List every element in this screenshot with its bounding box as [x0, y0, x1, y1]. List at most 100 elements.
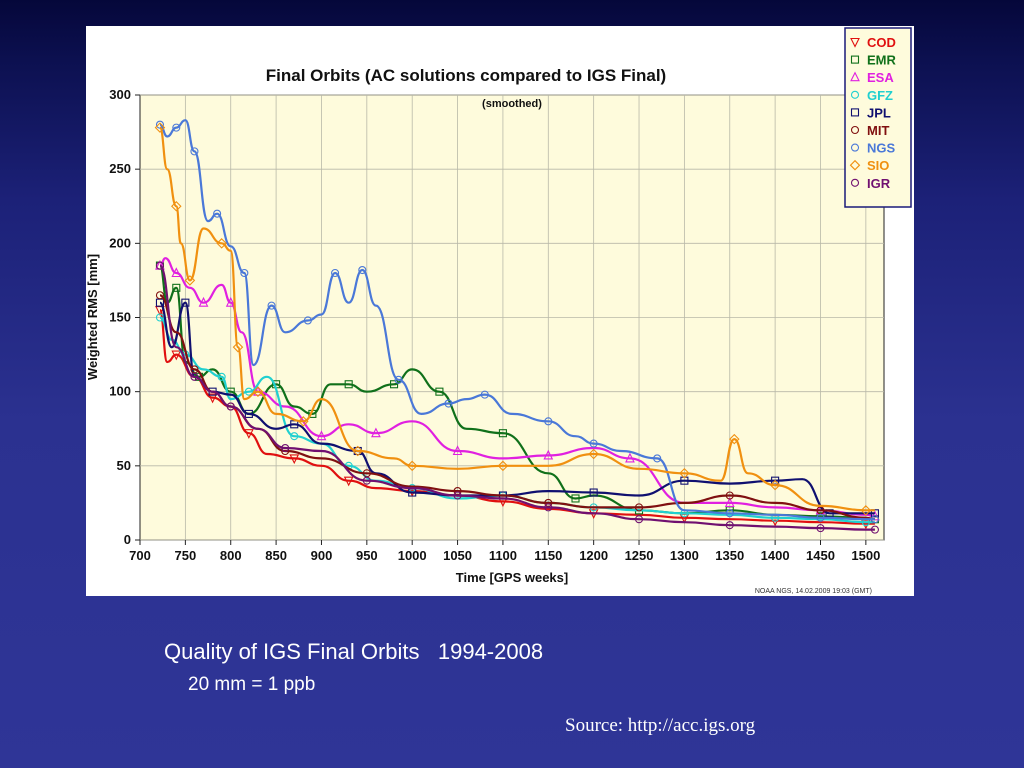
legend-marker-mit: [850, 125, 860, 135]
data-point-jpl: [244, 409, 253, 418]
legend-box: [844, 27, 912, 208]
data-point-esa: [171, 267, 182, 278]
x-tick-label: 1300: [670, 548, 699, 563]
series-ngs: [155, 119, 879, 524]
legend-label-esa: ESA: [867, 70, 894, 85]
data-point-ngs: [172, 123, 181, 132]
y-tick-label: 0: [124, 532, 131, 547]
data-point-igr: [725, 521, 734, 530]
legend-item-cod: COD: [850, 35, 896, 50]
data-point-sio: [588, 448, 599, 460]
data-point-ngs: [358, 265, 367, 275]
y-tick-label: 100: [109, 384, 131, 399]
data-point-sio: [406, 460, 418, 472]
legend-marker-igr: [850, 178, 860, 187]
legend-label-ngs: NGS: [867, 141, 896, 156]
x-tick-label: 800: [220, 548, 242, 563]
data-point-jpl: [870, 509, 879, 518]
data-point-jpl: [181, 298, 190, 307]
data-point-esa: [625, 452, 635, 463]
legend-item-gfz: GFZ: [850, 88, 893, 103]
data-point-emr: [571, 494, 580, 503]
data-point-sio: [729, 433, 740, 445]
legend-label-jpl: JPL: [867, 105, 891, 120]
data-point-ngs: [240, 268, 249, 278]
x-tick-label: 900: [311, 548, 333, 563]
legend-label-mit: MIT: [867, 123, 889, 138]
data-point-sio: [232, 341, 244, 353]
data-point-gfz: [290, 432, 299, 441]
series-layer: [154, 119, 880, 534]
data-point-ngs: [589, 439, 598, 448]
legend-label-sio: SIO: [867, 158, 889, 173]
data-point-sio: [154, 122, 166, 133]
data-point-ngs: [213, 209, 222, 218]
series-line-ngs: [159, 119, 875, 521]
data-point-ngs: [394, 375, 403, 384]
y-tick-label: 50: [117, 458, 131, 473]
series-line-gfz: [159, 316, 875, 524]
series-sio: [154, 122, 875, 516]
series-igr: [155, 261, 879, 534]
data-point-cod: [289, 454, 300, 465]
data-point-jpl: [589, 488, 598, 497]
legend-item-jpl: JPL: [850, 105, 891, 120]
data-point-esa: [316, 430, 327, 441]
data-point-mit: [725, 491, 734, 500]
legend-label-emr: EMR: [867, 53, 897, 68]
legend-item-emr: EMR: [850, 53, 897, 68]
data-point-igr: [634, 515, 644, 524]
chart-title: Final Orbits (AC solutions compared to I…: [266, 66, 666, 85]
data-point-igr: [816, 524, 825, 533]
chart-figure: 700 750 800 850 900 950 1000 1050 1100 1150 1200 12…: [86, 26, 914, 596]
legend-label-cod: COD: [867, 35, 896, 50]
data-point-sio: [298, 416, 309, 427]
legend-label-gfz: GFZ: [867, 88, 893, 103]
x-tick-label: 1200: [579, 548, 608, 563]
data-point-ngs: [444, 399, 453, 408]
data-point-cod: [207, 393, 218, 404]
data-point-emr: [389, 380, 399, 389]
x-tick-label: 700: [129, 548, 151, 563]
data-point-ngs: [190, 147, 199, 156]
data-point-gfz: [217, 372, 226, 381]
data-point-esa: [543, 449, 554, 460]
data-point-ngs: [544, 417, 553, 426]
data-point-igr: [190, 372, 199, 381]
series-line-sio: [158, 126, 875, 512]
y-tick-label: 250: [109, 161, 131, 176]
legend-item-igr: IGR: [850, 176, 891, 191]
data-point-igr: [226, 402, 235, 411]
x-tick-label: 1250: [625, 548, 654, 563]
data-point-ngs: [155, 120, 165, 129]
legend-marker-emr: [850, 55, 860, 64]
legend-item-esa: ESA: [850, 70, 894, 85]
data-point-emr: [344, 380, 353, 389]
data-point-igr: [544, 503, 553, 512]
legend-items: COD EMR ESA GFZ JPL MIT NGS SIO IGR: [849, 35, 897, 191]
line-chart: 700 750 800 850 900 950 1000 1050 1100 1150 1200 12…: [86, 27, 912, 595]
legend-marker-ngs: [850, 143, 860, 152]
data-point-cod: [171, 350, 182, 361]
data-point-ngs: [267, 301, 276, 310]
data-point-ngs: [331, 268, 340, 278]
data-point-esa: [371, 427, 381, 438]
y-tick-label: 200: [109, 235, 131, 250]
legend-item-mit: MIT: [850, 123, 889, 138]
x-axis-label: Time [GPS weeks]: [456, 570, 568, 585]
x-tick-label: 1100: [489, 548, 517, 563]
y-tick-label: 300: [109, 87, 131, 102]
data-point-sio: [216, 238, 227, 249]
data-point-igr: [362, 476, 371, 485]
data-point-igr: [870, 525, 879, 534]
data-point-sio: [769, 479, 781, 491]
data-point-sio: [171, 200, 182, 212]
data-point-ngs: [816, 513, 825, 522]
data-point-cod: [243, 429, 254, 439]
x-tick-label: 950: [356, 548, 378, 563]
data-point-ngs: [653, 454, 662, 463]
data-point-ngs: [480, 390, 489, 399]
legend-marker-sio: [849, 159, 861, 171]
data-point-cod: [343, 476, 354, 487]
legend-item-ngs: NGS: [850, 141, 896, 156]
